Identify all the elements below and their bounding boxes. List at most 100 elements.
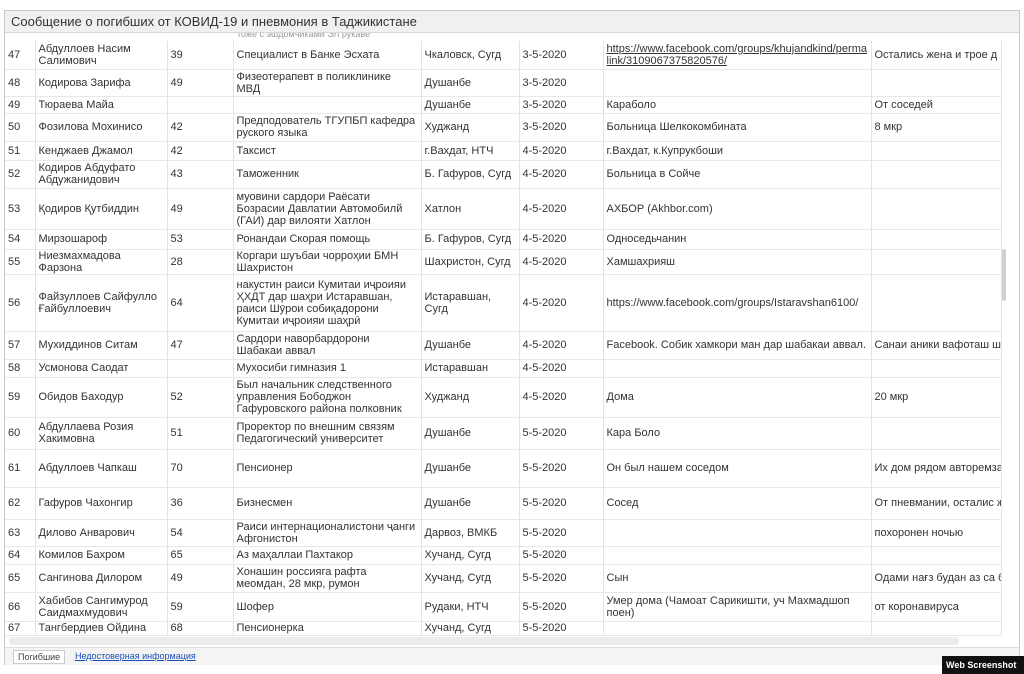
cell-name[interactable]: Файзуллоев Сайфулло Ғайбуллоевич: [35, 274, 168, 332]
cell-date[interactable]: 5-5-2020: [519, 519, 604, 547]
cell-date[interactable]: 5-5-2020: [519, 449, 604, 488]
cell-n[interactable]: 64: [5, 546, 36, 565]
cell-name[interactable]: Гафуров Чахонгир: [35, 487, 168, 520]
cell-source[interactable]: АХБОР (Akhbor.com): [603, 188, 872, 230]
cell-job[interactable]: Таможенник: [233, 160, 422, 189]
cell-note[interactable]: [871, 141, 1002, 161]
cell-age[interactable]: 36: [167, 487, 234, 520]
tab-victims[interactable]: Погибшие: [13, 650, 66, 664]
cell-date[interactable]: 5-5-2020: [519, 487, 604, 520]
cell-name[interactable]: Мирзошароф: [35, 229, 168, 250]
cell-note[interactable]: от коронавируса: [871, 592, 1002, 622]
cell-note[interactable]: [871, 188, 1002, 230]
cell-n[interactable]: 48: [5, 69, 36, 97]
cell-source[interactable]: [603, 69, 872, 97]
cell-note[interactable]: От пневмании, осталис жена и 3-ое детей: [871, 487, 1002, 520]
cell-n[interactable]: 55: [5, 249, 36, 275]
cell-n[interactable]: 60: [5, 417, 36, 450]
source-text[interactable]: https://www.facebook.com/groups/khujandk…: [606, 42, 867, 67]
cell-job[interactable]: Шофер: [233, 592, 422, 622]
cell-source[interactable]: Больница Шелкокомбината: [603, 113, 872, 142]
cell-place[interactable]: Шахристон, Сугд: [421, 249, 520, 275]
cell-age[interactable]: 59: [167, 592, 234, 622]
cell-job[interactable]: Специалист в Банке Эсхата: [233, 41, 422, 70]
cell-job[interactable]: Физеотерапевт в поликлинике МВД: [233, 69, 422, 97]
cell-name[interactable]: Ниезмахмадова Фарзона: [35, 249, 168, 275]
cell-job[interactable]: Таксист: [233, 141, 422, 161]
cell-age[interactable]: 53: [167, 229, 234, 250]
cell-job[interactable]: Сардори наворбардорони Шабакаи аввал: [233, 331, 422, 360]
cell-name[interactable]: Кодиров Абдуфато Абдужанидович: [35, 160, 168, 189]
cell-place[interactable]: Душанбе: [421, 331, 520, 360]
cell-note[interactable]: Санаи аники вафоташ шояд 3 е 4 май бошад: [871, 331, 1002, 360]
cell-place[interactable]: Дарвоз, ВМКБ: [421, 519, 520, 547]
cell-place[interactable]: Рудаки, НТЧ: [421, 592, 520, 622]
cell-n[interactable]: 65: [5, 564, 36, 593]
cell-date[interactable]: 5-5-2020: [519, 546, 604, 565]
vertical-scrollbar[interactable]: [1005, 33, 1019, 636]
cell-job[interactable]: Бизнесмен: [233, 487, 422, 520]
cell-age[interactable]: 49: [167, 69, 234, 97]
cell-age[interactable]: 39: [167, 41, 234, 70]
cell-n[interactable]: 62: [5, 487, 36, 520]
cell-n[interactable]: 57: [5, 331, 36, 360]
cell-place[interactable]: Душанбе: [421, 487, 520, 520]
cell-age[interactable]: 47: [167, 331, 234, 360]
tab-unverified-info[interactable]: Недостоверная информация: [75, 651, 196, 661]
cell-source[interactable]: Кара Боло: [603, 417, 872, 450]
cell-date[interactable]: 4-5-2020: [519, 377, 604, 418]
cell-place[interactable]: Хучанд, Сугд: [421, 546, 520, 565]
cell-source[interactable]: [603, 621, 872, 636]
cell-source[interactable]: Он был нашем соседом: [603, 449, 872, 488]
cell-date[interactable]: 3-5-2020: [519, 41, 604, 70]
cell-note[interactable]: [871, 229, 1002, 250]
cell-job[interactable]: Хонашин россияга рафта меомдан, 28 мкр, …: [233, 564, 422, 593]
cell-note[interactable]: [871, 621, 1002, 636]
cell-place[interactable]: Худжанд: [421, 113, 520, 142]
cell-date[interactable]: 3-5-2020: [519, 96, 604, 114]
cell-place[interactable]: Истаравшан, Сугд: [421, 274, 520, 332]
cell-name[interactable]: Тюраева Майа: [35, 96, 168, 114]
cell-job[interactable]: Коргари шуъбаи чорроҳии БМН Шахристон: [233, 249, 422, 275]
cell-place[interactable]: Худжанд: [421, 377, 520, 418]
cell-source[interactable]: г.Вахдат, к.Купрукбоши: [603, 141, 872, 161]
cell-age[interactable]: 49: [167, 564, 234, 593]
cell-job[interactable]: Пенсионер: [233, 449, 422, 488]
cell-name[interactable]: Фозилова Мохинисо: [35, 113, 168, 142]
cell-note[interactable]: Их дом рядом авторемзаводом и глаз больн…: [871, 449, 1002, 488]
cell-source[interactable]: Дома: [603, 377, 872, 418]
cell-note[interactable]: [871, 160, 1002, 189]
cell-name[interactable]: Хабибов Сангимурод Саидмахмудович: [35, 592, 168, 622]
cell-name[interactable]: Усмонова Саодат: [35, 359, 168, 378]
cell-age[interactable]: 43: [167, 160, 234, 189]
cell-place[interactable]: Хучанд, Сугд: [421, 564, 520, 593]
cell-date[interactable]: 4-5-2020: [519, 249, 604, 275]
cell-date[interactable]: 5-5-2020: [519, 417, 604, 450]
cell-note[interactable]: Одами нағз будан аз са беморӣ гузаштанд: [871, 564, 1002, 593]
cell-job[interactable]: Проректор по внешним связям Педагогическ…: [233, 417, 422, 450]
cell-job[interactable]: Пенсионерка: [233, 621, 422, 636]
cell-age[interactable]: 51: [167, 417, 234, 450]
cell-age[interactable]: 52: [167, 377, 234, 418]
cell-age[interactable]: 68: [167, 621, 234, 636]
cell-note[interactable]: [871, 546, 1002, 565]
cell-note[interactable]: [871, 69, 1002, 97]
cell-source[interactable]: [603, 519, 872, 547]
cell-place[interactable]: Истаравшан: [421, 359, 520, 378]
cell-source[interactable]: Facebook. Собик хамкори ман дар шабакаи …: [603, 331, 872, 360]
cell-source[interactable]: Караболо: [603, 96, 872, 114]
cell-age[interactable]: 42: [167, 141, 234, 161]
cell-n[interactable]: 58: [5, 359, 36, 378]
cell-name[interactable]: Мухиддинов Ситам: [35, 331, 168, 360]
cell-note[interactable]: похоронен ночью: [871, 519, 1002, 547]
cell-job[interactable]: Ронандаи Скорая помощь: [233, 229, 422, 250]
cell-name[interactable]: Кодирова Зарифа: [35, 69, 168, 97]
cell-date[interactable]: 4-5-2020: [519, 359, 604, 378]
cell-name[interactable]: Абдуллоев Чапкаш: [35, 449, 168, 488]
cell-place[interactable]: Б. Гафуров, Сугд: [421, 229, 520, 250]
cell-n[interactable]: 54: [5, 229, 36, 250]
cell-place[interactable]: Душанбе: [421, 449, 520, 488]
cell-job[interactable]: накустин раиси Кумитаи иҷроияи ҲХДТ дар …: [233, 274, 422, 332]
vertical-scroll-thumb[interactable]: [1002, 249, 1006, 301]
cell-date[interactable]: 4-5-2020: [519, 331, 604, 360]
